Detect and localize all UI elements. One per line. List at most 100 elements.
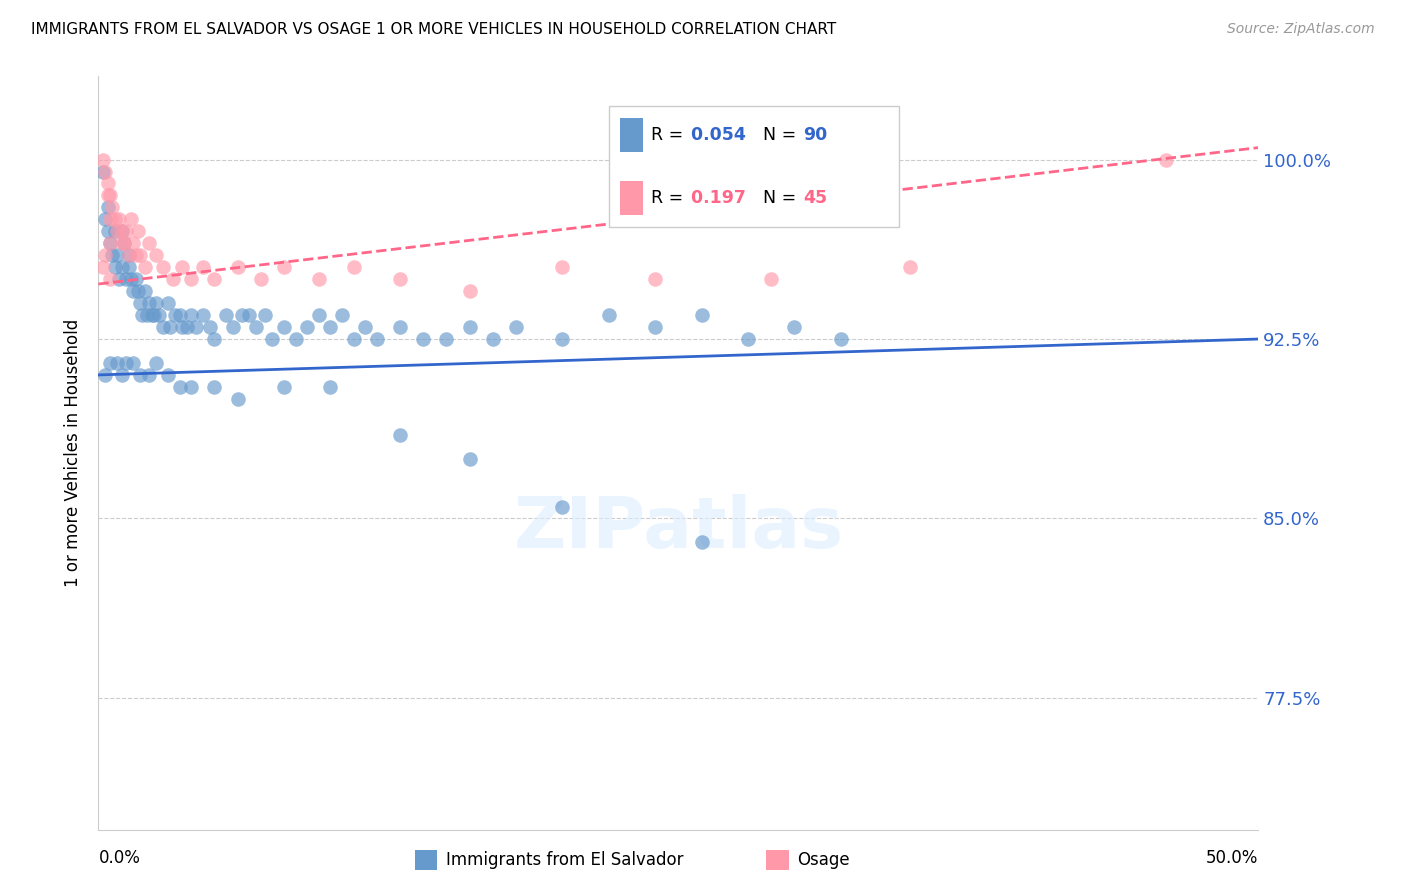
Point: [551, 332, 574, 346]
Point: [111, 224, 132, 238]
Point: [343, 260, 366, 275]
Point: [112, 236, 135, 251]
Point: [366, 332, 388, 346]
Point: [129, 248, 152, 262]
Point: [180, 308, 202, 322]
Point: [505, 320, 527, 334]
Point: [148, 308, 170, 322]
Point: [105, 224, 128, 238]
Point: [551, 260, 574, 275]
Point: [262, 332, 284, 346]
Point: [98, 236, 121, 251]
Point: [273, 260, 295, 275]
Point: [124, 248, 146, 262]
Point: [117, 248, 139, 262]
Point: [204, 380, 226, 394]
Point: [319, 320, 342, 334]
Point: [354, 320, 377, 334]
Point: [169, 308, 191, 322]
Point: [120, 272, 142, 286]
Point: [159, 320, 181, 334]
Point: [131, 308, 153, 322]
Point: [127, 284, 149, 298]
Point: [284, 332, 307, 346]
Point: [254, 308, 277, 322]
Point: [115, 224, 138, 238]
Point: [238, 308, 260, 322]
Point: [215, 308, 238, 322]
Point: [157, 368, 180, 382]
Point: [830, 332, 852, 346]
Point: [184, 320, 207, 334]
Point: [101, 201, 124, 215]
Point: [98, 188, 121, 202]
Point: [900, 260, 922, 275]
Point: [204, 332, 226, 346]
Point: [308, 308, 330, 322]
Point: [388, 427, 412, 442]
Point: [143, 308, 166, 322]
Point: [761, 272, 783, 286]
Point: [108, 272, 131, 286]
Point: [94, 212, 117, 227]
Point: [104, 212, 127, 227]
Point: [157, 296, 180, 310]
Point: [308, 272, 330, 286]
Text: 0.0%: 0.0%: [98, 848, 141, 867]
Point: [115, 356, 138, 370]
Point: [226, 392, 249, 406]
Point: [551, 500, 574, 514]
Point: [191, 308, 214, 322]
Point: [111, 260, 132, 275]
Point: [145, 296, 167, 310]
Point: [330, 308, 353, 322]
Text: 50.0%: 50.0%: [1206, 848, 1258, 867]
Point: [644, 272, 666, 286]
Text: 90: 90: [803, 126, 827, 144]
Text: N =: N =: [752, 188, 801, 207]
Point: [690, 535, 713, 549]
Point: [152, 320, 174, 334]
Point: [162, 272, 184, 286]
Point: [163, 308, 186, 322]
Point: [136, 308, 159, 322]
Point: [458, 284, 481, 298]
Text: IMMIGRANTS FROM EL SALVADOR VS OSAGE 1 OR MORE VEHICLES IN HOUSEHOLD CORRELATION: IMMIGRANTS FROM EL SALVADOR VS OSAGE 1 O…: [31, 22, 837, 37]
Point: [111, 236, 132, 251]
Point: [388, 272, 412, 286]
Point: [245, 320, 267, 334]
Point: [145, 356, 167, 370]
Text: 0.197: 0.197: [685, 188, 745, 207]
Point: [94, 368, 117, 382]
Point: [98, 236, 121, 251]
Point: [145, 248, 167, 262]
Point: [91, 153, 114, 167]
Point: [598, 308, 620, 322]
Point: [481, 332, 505, 346]
Point: [127, 224, 149, 238]
Point: [101, 248, 124, 262]
Point: [112, 236, 135, 251]
Point: [388, 320, 412, 334]
Point: [152, 260, 174, 275]
Point: [644, 320, 666, 334]
Point: [737, 332, 759, 346]
Point: [412, 332, 434, 346]
Point: [690, 308, 713, 322]
Point: [783, 320, 806, 334]
Point: [105, 248, 128, 262]
Point: [273, 320, 295, 334]
Point: [204, 272, 226, 286]
Point: [138, 368, 160, 382]
Text: N =: N =: [752, 126, 801, 144]
Point: [134, 260, 156, 275]
Point: [343, 332, 366, 346]
Text: 45: 45: [803, 188, 827, 207]
Point: [122, 356, 145, 370]
Point: [91, 260, 114, 275]
Point: [170, 260, 193, 275]
Text: Source: ZipAtlas.com: Source: ZipAtlas.com: [1227, 22, 1375, 37]
Point: [98, 272, 121, 286]
Point: [250, 272, 273, 286]
Point: [117, 260, 139, 275]
